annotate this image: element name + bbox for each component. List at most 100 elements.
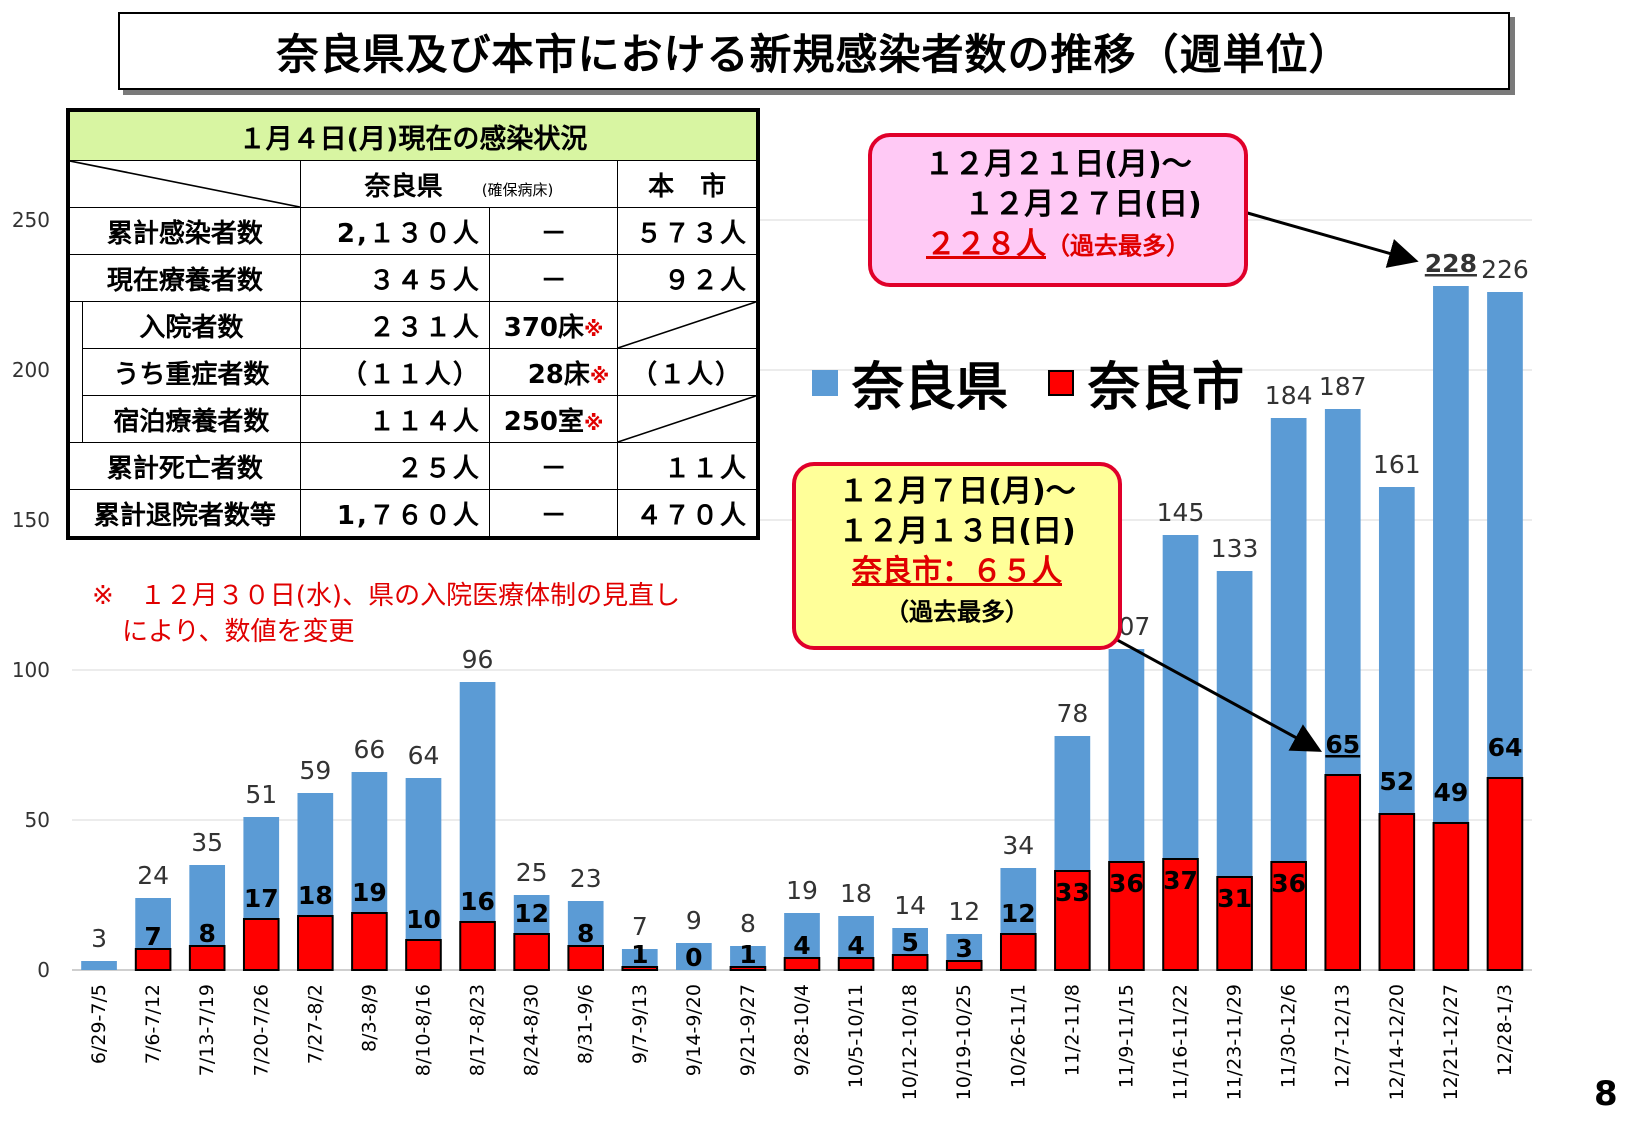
table-row: 入院者数 ２３１人 370床※ bbox=[67, 301, 759, 349]
city-value: （１人） bbox=[617, 348, 759, 396]
city-bar bbox=[134, 948, 172, 971]
pref-data-label: 9 bbox=[686, 906, 702, 935]
beds-value: － bbox=[488, 207, 619, 255]
city-data-label: 1 bbox=[631, 940, 648, 969]
pref-bar bbox=[405, 778, 442, 970]
pref-data-label: 145 bbox=[1157, 498, 1205, 527]
pref-data-label: 8 bbox=[740, 909, 756, 938]
x-tick-label: 7/13-7/19 bbox=[196, 984, 218, 1076]
x-tick-label: 12/28-1/3 bbox=[1494, 984, 1516, 1076]
city-bar bbox=[513, 933, 550, 971]
x-tick-label: 12/7-12/13 bbox=[1332, 984, 1354, 1088]
beds-value: 370床※ bbox=[488, 301, 619, 349]
pref-data-label: 66 bbox=[354, 735, 386, 764]
pref-value: １１４人 bbox=[299, 395, 490, 443]
city-bar bbox=[297, 915, 334, 971]
x-tick-label: 10/12-10/18 bbox=[899, 984, 921, 1100]
city-bar bbox=[837, 957, 875, 971]
legend-swatch-city bbox=[1048, 369, 1075, 396]
city-data-label: 12 bbox=[514, 899, 549, 928]
x-tick-label: 7/6-7/12 bbox=[142, 984, 164, 1064]
pref-data-label: 78 bbox=[1056, 699, 1088, 728]
city-bar bbox=[1216, 876, 1253, 971]
x-tick-label: 9/14-9/20 bbox=[683, 984, 705, 1076]
y-tick-label: 200 bbox=[12, 358, 50, 382]
city-bar bbox=[729, 966, 767, 971]
footnote-line-2: により、数値を変更 bbox=[122, 617, 355, 647]
x-tick-label: 8/31-9/6 bbox=[575, 984, 597, 1064]
row-label: うち重症者数 bbox=[82, 348, 301, 396]
pref-column-label: 奈良県 bbox=[364, 171, 443, 202]
x-tick-label: 10/5-10/11 bbox=[845, 984, 867, 1088]
pref-callout-arrow bbox=[1243, 210, 1419, 268]
pref-data-label: 226 bbox=[1481, 255, 1529, 284]
row-label: 宿泊療養者数 bbox=[82, 395, 301, 443]
city-bar bbox=[1162, 858, 1199, 971]
city-data-label: 49 bbox=[1433, 778, 1468, 807]
city-bar bbox=[242, 918, 280, 971]
city-bar bbox=[405, 939, 442, 971]
city-value: １１人 bbox=[617, 442, 759, 490]
pref-data-label: 12 bbox=[948, 897, 980, 926]
x-tick-label: 6/29-7/5 bbox=[88, 984, 110, 1064]
pref-max-callout: １２月２１日(月)～ １２月２７日(日) ２２８人（過去最多） bbox=[868, 133, 1248, 287]
x-tick-label: 11/23-11/29 bbox=[1224, 984, 1246, 1100]
table-row: 宿泊療養者数 １１４人 250室※ bbox=[67, 395, 759, 443]
x-tick-label: 8/24-8/30 bbox=[521, 984, 543, 1076]
beds-value: － bbox=[488, 254, 619, 302]
callout-date-to: １２月２７日(日) bbox=[964, 187, 1202, 222]
city-bar bbox=[621, 966, 659, 971]
city-data-label: 1 bbox=[739, 940, 756, 969]
y-tick-label: 250 bbox=[12, 208, 50, 232]
callout-value: 奈良市：６５人 bbox=[852, 554, 1062, 589]
table-row: うち重症者数 （１１人） 28床※ （１人） bbox=[67, 348, 759, 396]
x-tick-label: 9/7-9/13 bbox=[629, 984, 651, 1064]
city-bar bbox=[567, 945, 605, 971]
pref-data-label: 184 bbox=[1265, 381, 1313, 410]
y-tick-label: 0 bbox=[37, 958, 50, 982]
beds-value: － bbox=[488, 442, 619, 490]
x-tick-label: 8/17-8/23 bbox=[467, 984, 489, 1076]
pref-bar bbox=[81, 961, 117, 970]
city-bar bbox=[459, 921, 496, 971]
pref-data-label: 25 bbox=[516, 858, 548, 887]
y-tick-label: 150 bbox=[12, 508, 50, 532]
pref-column-header: 奈良県 (確保病床) bbox=[299, 160, 619, 208]
city-bar bbox=[188, 945, 226, 971]
city-data-label: 16 bbox=[460, 887, 495, 916]
x-tick-label: 12/21-12/27 bbox=[1440, 984, 1462, 1100]
city-data-label: 3 bbox=[956, 934, 973, 963]
table-row: 累計退院者数等 1,７６０人 － ４７０人 bbox=[67, 489, 759, 539]
legend-label-city: 奈良市 bbox=[1088, 358, 1245, 418]
x-tick-label: 8/10-8/16 bbox=[412, 984, 434, 1076]
x-tick-label: 11/2-11/8 bbox=[1061, 984, 1083, 1076]
city-callout-arrow bbox=[1109, 634, 1323, 752]
callout-note: （過去最多） bbox=[1046, 232, 1190, 260]
beds-column-label: (確保病床) bbox=[481, 180, 554, 199]
callout-date-to: １２月１３日(日) bbox=[838, 514, 1076, 549]
city-value: ４７０人 bbox=[617, 489, 759, 539]
row-label: 累計退院者数等 bbox=[67, 489, 301, 539]
y-tick-label: 100 bbox=[12, 658, 50, 682]
pref-data-label: 64 bbox=[408, 741, 440, 770]
pref-data-label: 24 bbox=[137, 861, 169, 890]
page-title: 奈良県及び本市における新規感染者数の推移（週単位） bbox=[118, 12, 1510, 90]
city-value: ５７３人 bbox=[617, 207, 759, 255]
table-row: 累計感染者数 2,１３０人 － ５７３人 bbox=[67, 207, 759, 255]
city-bar bbox=[945, 960, 983, 971]
pref-data-label: 23 bbox=[570, 864, 602, 893]
pref-data-label: 96 bbox=[462, 645, 494, 674]
row-label: 入院者数 bbox=[82, 301, 301, 349]
city-data-label: 52 bbox=[1379, 767, 1414, 796]
city-bar bbox=[999, 933, 1037, 971]
pref-data-label: 14 bbox=[894, 891, 926, 920]
city-bar bbox=[1486, 777, 1524, 971]
row-label: 現在療養者数 bbox=[67, 254, 301, 302]
footnote: ※ １２月３０日(水)、県の入院医療体制の見直し により、数値を変更 bbox=[92, 578, 772, 650]
pref-value: 2,１３０人 bbox=[299, 207, 490, 255]
pref-data-label: 19 bbox=[786, 876, 818, 905]
diagonal-header-cell bbox=[67, 160, 301, 208]
city-bar bbox=[1432, 822, 1470, 971]
callout-date-from: １２月７日(月)～ bbox=[838, 474, 1076, 509]
